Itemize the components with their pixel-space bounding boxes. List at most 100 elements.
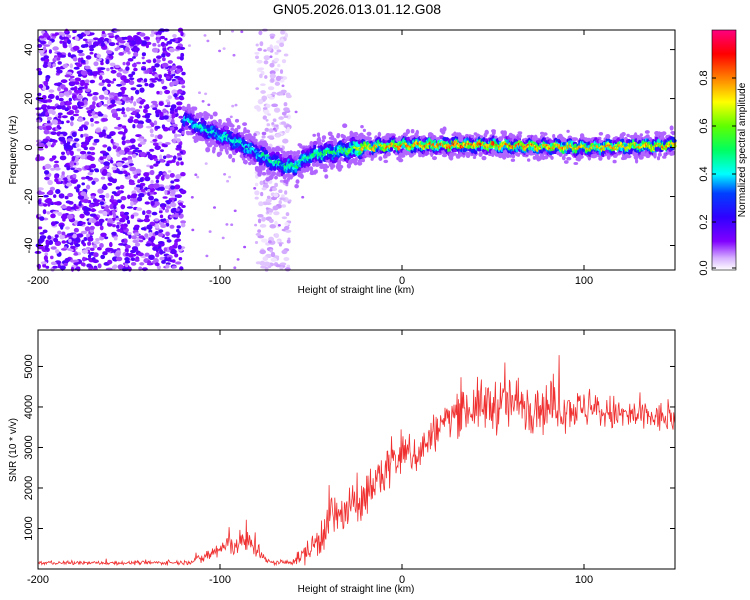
noise-speckle (137, 179, 141, 184)
ridge-cell (236, 125, 241, 130)
noise-speckle (165, 174, 170, 180)
noise-speckle (74, 243, 81, 247)
noise-speckle (234, 103, 238, 107)
noise-speckle (285, 183, 289, 187)
noise-speckle (43, 255, 49, 261)
noise-speckle (79, 213, 85, 219)
noise-speckle (174, 184, 181, 190)
ridge-cell (228, 153, 233, 159)
noise-speckle (107, 146, 112, 152)
noise-speckle (139, 262, 145, 266)
noise-speckle (89, 225, 95, 230)
noise-speckle (98, 101, 103, 107)
noise-speckle (175, 174, 182, 180)
ridge-cell (224, 144, 230, 148)
noise-speckle (107, 182, 113, 186)
ridge-cell (362, 128, 366, 132)
noise-speckle (90, 151, 96, 156)
noise-speckle (173, 178, 180, 182)
noise-speckle (262, 115, 267, 120)
ridge-cell (342, 123, 348, 128)
noise-speckle (50, 221, 56, 227)
noise-speckle (96, 53, 102, 58)
noise-speckle (179, 55, 184, 61)
ridge-cell (231, 157, 236, 163)
noise-speckle (169, 126, 175, 131)
noise-speckle (54, 160, 59, 164)
noise-speckle (89, 104, 96, 110)
noise-speckle (124, 263, 129, 268)
noise-speckle (170, 70, 175, 75)
noise-speckle (116, 224, 120, 229)
noise-speckle (180, 220, 187, 224)
noise-speckle (67, 214, 74, 220)
noise-speckle (284, 267, 291, 272)
noise-speckle (40, 40, 46, 45)
ridge-cell (243, 129, 247, 134)
noise-speckle (166, 155, 173, 158)
noise-speckle (70, 245, 76, 249)
noise-speckle (102, 183, 107, 189)
noise-speckle (136, 207, 143, 211)
ridge-cell (232, 151, 237, 156)
noise-speckle (53, 139, 58, 143)
noise-speckle (154, 145, 161, 151)
noise-speckle (168, 47, 175, 53)
noise-speckle (121, 140, 126, 146)
noise-speckle (62, 139, 67, 144)
noise-speckle (175, 161, 180, 167)
noise-speckle (65, 182, 73, 187)
noise-speckle (116, 199, 122, 204)
ridge-cell (373, 152, 378, 158)
noise-speckle (109, 92, 116, 96)
ridge-cell (432, 156, 437, 161)
noise-speckle (60, 54, 66, 58)
noise-speckle (203, 34, 207, 37)
noise-speckle (278, 189, 283, 193)
noise-speckle (94, 128, 102, 133)
noise-speckle (50, 131, 57, 136)
noise-speckle (56, 69, 63, 74)
noise-speckle (91, 208, 96, 213)
noise-speckle (261, 216, 266, 222)
noise-speckle (83, 43, 89, 48)
noise-speckle (265, 202, 272, 205)
noise-speckle (37, 245, 44, 250)
noise-speckle (58, 92, 65, 98)
ridge-cell (259, 140, 264, 144)
noise-speckle (95, 199, 100, 203)
noise-speckle (50, 167, 56, 171)
noise-speckle (278, 200, 282, 205)
noise-speckle (147, 184, 155, 189)
noise-speckle (152, 183, 160, 189)
noise-speckle (167, 170, 172, 173)
noise-speckle (266, 47, 272, 52)
noise-speckle (90, 195, 96, 199)
noise-speckle (86, 263, 92, 268)
noise-speckle (51, 110, 56, 116)
noise-speckle (119, 184, 125, 190)
noise-speckle (95, 57, 102, 62)
noise-speckle (94, 169, 100, 173)
noise-speckle (169, 224, 175, 229)
noise-speckle (54, 32, 59, 36)
noise-speckle (42, 229, 48, 234)
noise-speckle (70, 121, 74, 127)
noise-speckle (163, 112, 168, 116)
noise-speckle (154, 262, 160, 267)
noise-speckle (82, 33, 87, 37)
noise-speckle (162, 196, 168, 199)
noise-speckle (66, 138, 73, 142)
noise-speckle (57, 115, 62, 119)
ridge-cell (566, 129, 570, 133)
ridge-cell (580, 155, 584, 159)
noise-speckle (201, 100, 205, 103)
noise-speckle (279, 92, 284, 96)
noise-speckle (176, 228, 180, 233)
noise-speckle (263, 49, 267, 52)
noise-speckle (48, 189, 54, 196)
noise-speckle (265, 119, 269, 122)
noise-speckle (286, 239, 291, 244)
noise-speckle (146, 68, 150, 74)
noise-speckle (131, 235, 138, 240)
